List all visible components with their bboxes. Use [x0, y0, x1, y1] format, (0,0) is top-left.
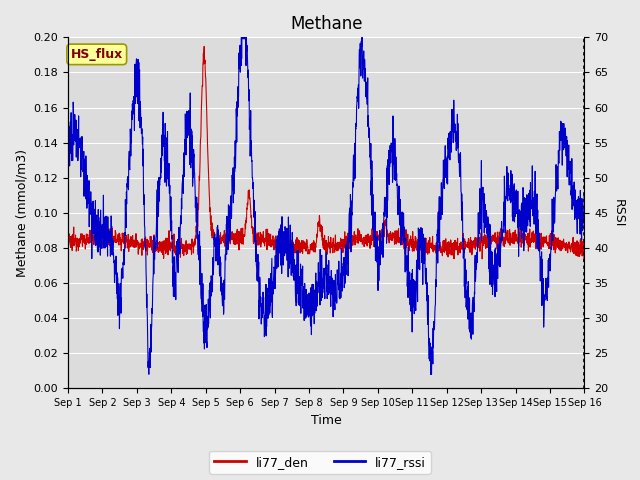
Text: HS_flux: HS_flux: [70, 48, 123, 61]
Y-axis label: Methane (mmol/m3): Methane (mmol/m3): [15, 149, 28, 277]
Y-axis label: RSSI: RSSI: [612, 199, 625, 227]
X-axis label: Time: Time: [311, 414, 342, 427]
Legend: li77_den, li77_rssi: li77_den, li77_rssi: [209, 451, 431, 474]
Title: Methane: Methane: [290, 15, 362, 33]
